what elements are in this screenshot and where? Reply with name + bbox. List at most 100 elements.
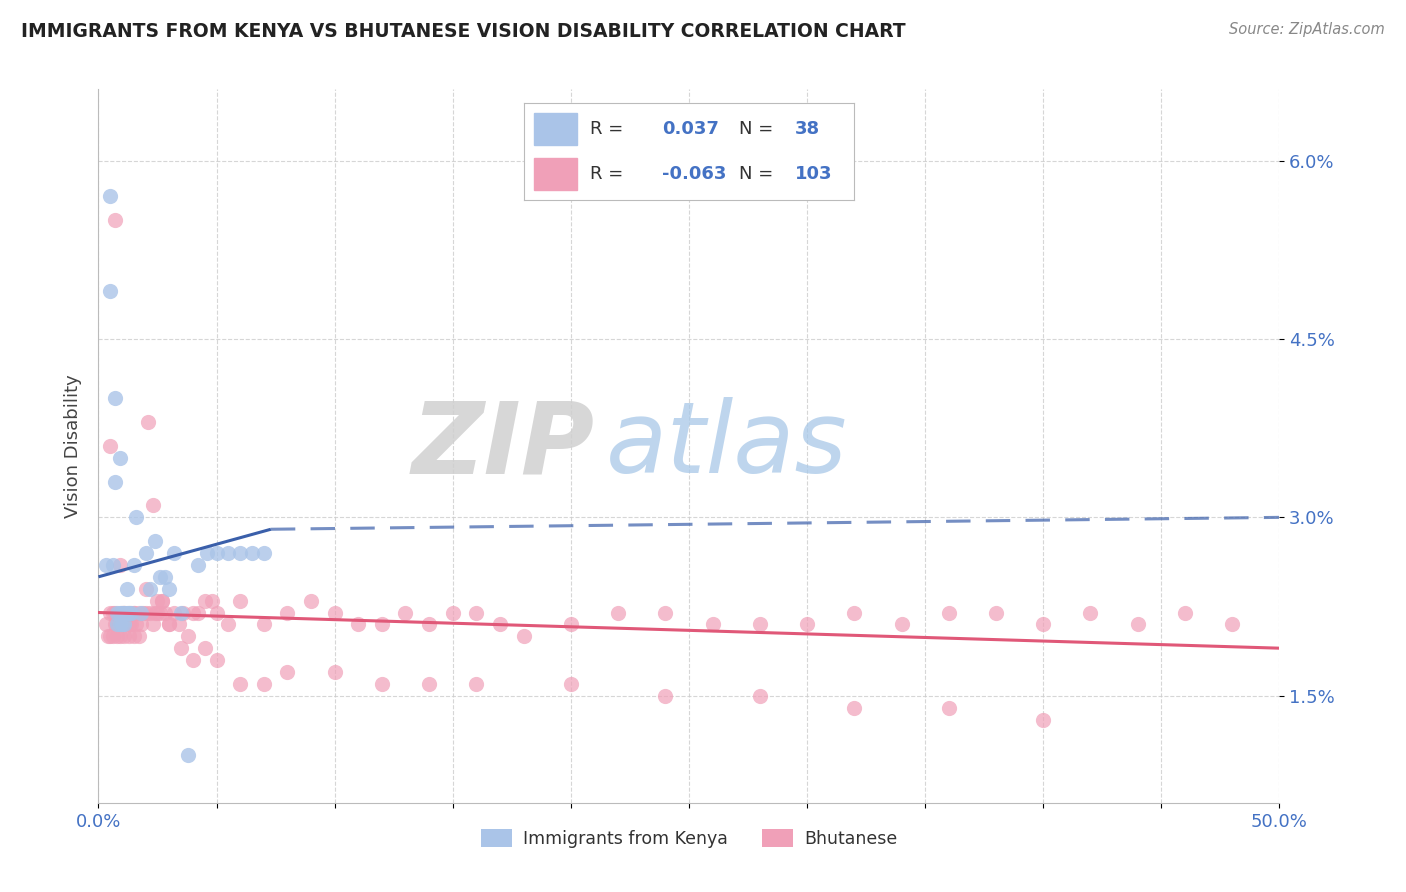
- Point: [512, 629, 534, 643]
- Point: [104, 213, 127, 227]
- Point: [112, 629, 135, 643]
- Point: [276, 665, 298, 679]
- Point: [112, 606, 135, 620]
- Point: [115, 617, 138, 632]
- Point: [94, 617, 117, 632]
- Point: [108, 450, 131, 465]
- Point: [118, 606, 141, 620]
- Point: [1220, 617, 1243, 632]
- Point: [111, 617, 134, 632]
- Point: [229, 593, 252, 607]
- Point: [135, 546, 157, 560]
- Point: [104, 475, 127, 489]
- Point: [157, 617, 180, 632]
- Point: [195, 546, 218, 560]
- Point: [150, 593, 173, 607]
- Point: [1032, 713, 1054, 727]
- Point: [748, 617, 770, 632]
- Point: [163, 546, 186, 560]
- Point: [253, 617, 276, 632]
- Point: [108, 606, 131, 620]
- Point: [105, 617, 128, 632]
- Point: [150, 593, 173, 607]
- Point: [299, 593, 322, 607]
- Text: atlas: atlas: [606, 398, 848, 494]
- Legend: Immigrants from Kenya, Bhutanese: Immigrants from Kenya, Bhutanese: [474, 822, 904, 855]
- Point: [108, 629, 131, 643]
- Point: [128, 606, 150, 620]
- Point: [146, 593, 169, 607]
- Point: [323, 665, 346, 679]
- Point: [217, 546, 239, 560]
- Point: [104, 617, 127, 632]
- Point: [163, 606, 186, 620]
- Point: [115, 582, 138, 596]
- Point: [347, 617, 370, 632]
- Point: [796, 617, 818, 632]
- Point: [112, 617, 135, 632]
- Point: [98, 439, 121, 453]
- Point: [139, 582, 162, 596]
- Point: [194, 593, 217, 607]
- Point: [122, 606, 145, 620]
- Point: [111, 617, 134, 632]
- Point: [143, 606, 166, 620]
- Point: [217, 617, 239, 632]
- Point: [654, 606, 676, 620]
- Point: [465, 606, 488, 620]
- Point: [170, 606, 193, 620]
- Point: [104, 392, 127, 406]
- Point: [101, 629, 124, 643]
- Point: [136, 415, 159, 429]
- Point: [1174, 606, 1197, 620]
- Point: [371, 617, 394, 632]
- Point: [890, 617, 912, 632]
- Point: [115, 606, 138, 620]
- Point: [118, 629, 141, 643]
- Point: [489, 617, 512, 632]
- Point: [125, 510, 148, 524]
- Point: [177, 629, 200, 643]
- Point: [128, 629, 150, 643]
- Point: [142, 617, 165, 632]
- Point: [253, 546, 276, 560]
- Point: [146, 606, 169, 620]
- Point: [98, 285, 121, 299]
- Point: [135, 606, 157, 620]
- Point: [418, 677, 440, 691]
- Point: [121, 617, 143, 632]
- Point: [170, 641, 193, 656]
- Point: [201, 593, 224, 607]
- Point: [240, 546, 263, 560]
- Point: [153, 606, 176, 620]
- Text: ZIP: ZIP: [412, 398, 595, 494]
- Point: [111, 606, 134, 620]
- Point: [276, 606, 298, 620]
- Point: [1032, 617, 1054, 632]
- Point: [112, 606, 135, 620]
- Point: [844, 606, 866, 620]
- Point: [205, 606, 228, 620]
- Point: [938, 606, 960, 620]
- Point: [129, 617, 152, 632]
- Point: [702, 617, 724, 632]
- Point: [94, 558, 117, 572]
- Point: [98, 629, 121, 643]
- Point: [654, 689, 676, 703]
- Point: [118, 617, 141, 632]
- Point: [984, 606, 1007, 620]
- Point: [122, 558, 145, 572]
- Point: [142, 499, 165, 513]
- Point: [118, 606, 141, 620]
- Point: [122, 606, 145, 620]
- Point: [1126, 617, 1149, 632]
- Point: [129, 606, 152, 620]
- Point: [105, 629, 128, 643]
- Point: [112, 606, 135, 620]
- Point: [1080, 606, 1102, 620]
- Point: [229, 546, 252, 560]
- Point: [187, 558, 209, 572]
- Point: [149, 570, 172, 584]
- Text: IMMIGRANTS FROM KENYA VS BHUTANESE VISION DISABILITY CORRELATION CHART: IMMIGRANTS FROM KENYA VS BHUTANESE VISIO…: [21, 22, 905, 41]
- Point: [253, 677, 276, 691]
